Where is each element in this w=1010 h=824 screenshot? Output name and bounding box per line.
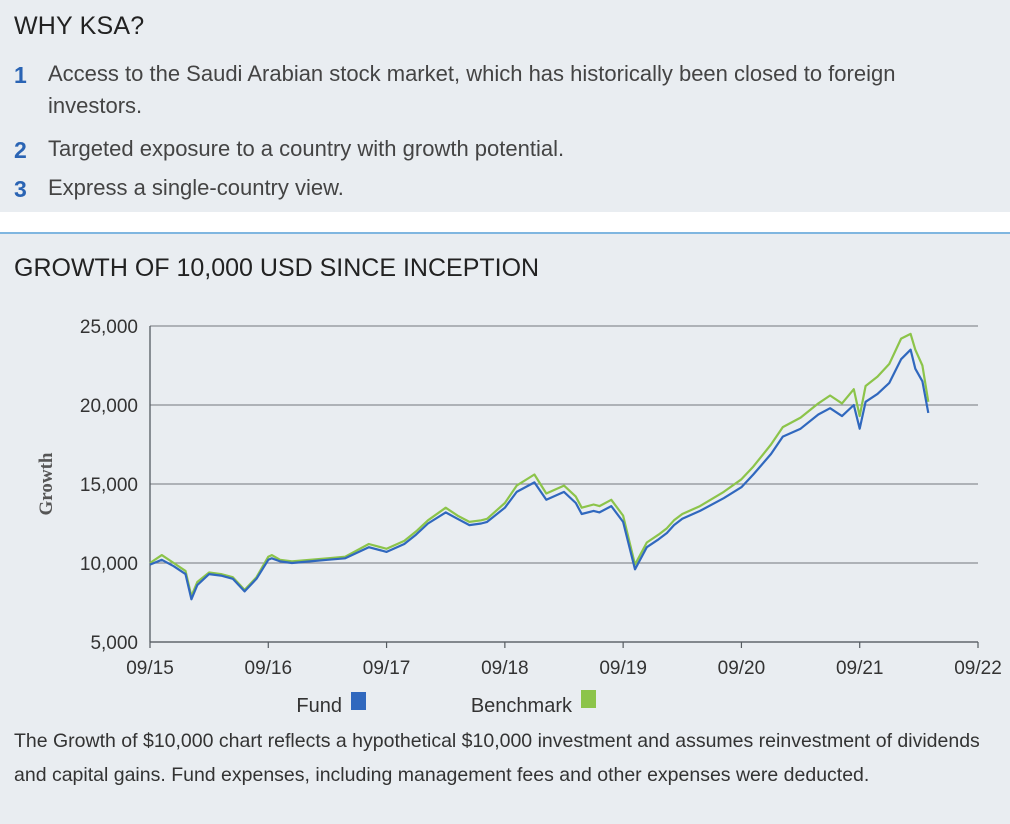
reason-item-3: 3 Express a single-country view. [14, 172, 974, 204]
legend-swatch-fund [351, 692, 366, 710]
x-tick-label: 09/18 [481, 658, 529, 679]
benchmark-series-line [149, 332, 930, 598]
legend-label-fund: Fund [296, 695, 342, 714]
y-tick-label: 20,000 [80, 396, 138, 417]
reason-number: 1 [14, 62, 27, 88]
why-ksa-section: WHY KSA? 1 Access to the Saudi Arabian s… [0, 0, 1010, 212]
y-tick-label: 25,000 [80, 317, 138, 338]
chart-title: GROWTH OF 10,000 USD SINCE INCEPTION [14, 254, 540, 282]
reason-item-2: 2 Targeted exposure to a country with gr… [14, 133, 974, 165]
legend-label-benchmark: Benchmark [471, 695, 573, 714]
growth-chart-section: GROWTH OF 10,000 USD SINCE INCEPTION 5,0… [0, 234, 1010, 824]
x-tick-label: 09/16 [245, 658, 293, 679]
y-tick-label: 5,000 [90, 633, 138, 654]
why-ksa-title: WHY KSA? [14, 12, 145, 40]
growth-chart: 5,000 10,000 15,000 20,000 25,000 09/15 09/16 0… [36, 317, 1002, 714]
reason-number: 2 [14, 137, 27, 163]
x-tick-label: 09/15 [126, 658, 174, 679]
x-tick-label: 09/19 [599, 658, 647, 679]
x-tick-label: 09/20 [718, 658, 766, 679]
x-tick-label: 09/21 [836, 658, 884, 679]
y-tick-label: 15,000 [80, 475, 138, 496]
x-tick-label: 09/17 [363, 658, 411, 679]
fund-series-line [149, 348, 930, 601]
reason-text: Express a single-country view. [48, 175, 344, 200]
reason-item-1: 1 Access to the Saudi Arabian stock mark… [14, 58, 974, 122]
chart-footnote: The Growth of $10,000 chart reflects a h… [14, 730, 980, 786]
reason-number: 3 [14, 176, 27, 202]
legend-swatch-benchmark [581, 690, 596, 708]
reason-text: Access to the Saudi Arabian stock market… [48, 61, 896, 118]
x-tick-label: 09/22 [954, 658, 1002, 679]
reason-text: Targeted exposure to a country with grow… [48, 136, 565, 161]
y-axis-label: Growth [36, 452, 57, 515]
section-divider [0, 232, 1010, 234]
y-tick-label: 10,000 [80, 554, 138, 575]
